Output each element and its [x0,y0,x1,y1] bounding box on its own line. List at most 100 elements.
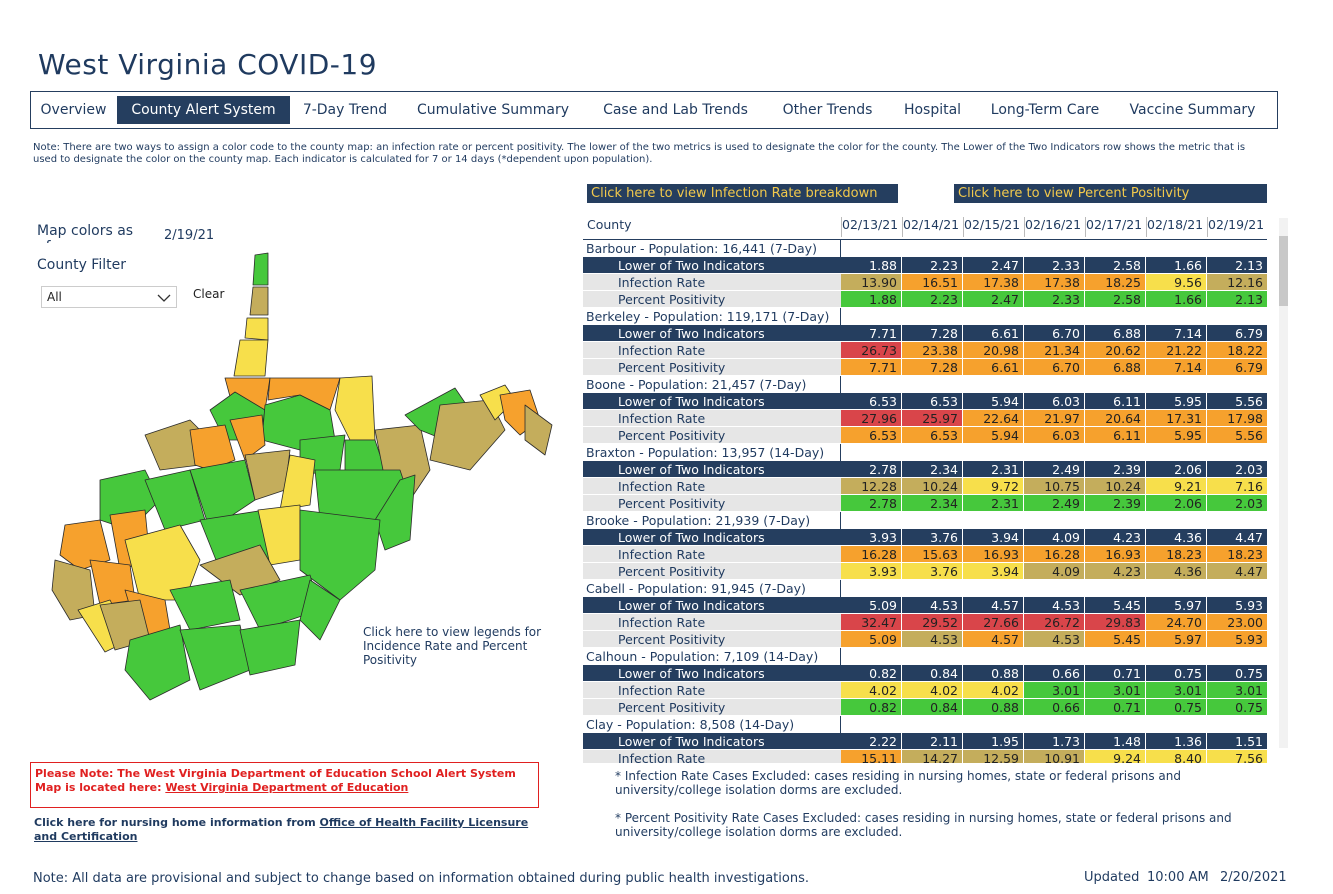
date-header: 02/13/21 [841,217,902,237]
value-cell: 0.84 [902,699,963,715]
value-cell: 15.63 [902,546,963,562]
indicator-row: Infection Rate 4.02 4.02 4.02 3.01 3.01 3.01 3.… [583,682,1267,699]
tab[interactable]: Other Trends [782,102,873,118]
value-cell: 27.96 [841,410,902,426]
value-cell: 1.51 [1207,733,1267,749]
positivity-button[interactable]: Click here to view Percent Positivity [954,184,1267,203]
indicator-row: Infection Rate 12.28 10.24 9.72 10.75 10.24 9.… [583,478,1267,495]
clear-button[interactable]: Clear [193,287,225,301]
tab[interactable]: County Alert System [117,96,290,124]
infection-button[interactable]: Click here to view Infection Rate breakd… [587,184,898,203]
value-cell: 29.52 [902,614,963,630]
group-row: Barbour - Population: 16,441 (7-Day) [583,240,1267,258]
value-cell: 2.33 [1024,257,1085,273]
value-cell: 18.23 [1207,546,1267,562]
education-link[interactable]: West Virginia Department of Education [165,781,409,794]
tab[interactable]: Long-Term Care [990,102,1100,118]
tab[interactable]: Hospital [903,102,962,118]
value-cell: 4.57 [963,597,1024,613]
value-cell: 20.64 [1085,410,1146,426]
tab[interactable]: 7-Day Trend [302,102,388,118]
indicator-label: Lower of Two Indicators [583,529,841,545]
scroll-thumb[interactable] [1279,236,1288,306]
scrollbar[interactable] [1279,218,1288,748]
indicator-row: Infection Rate 16.28 15.63 16.93 16.28 16.93 1… [583,546,1267,563]
value-cell: 2.31 [963,495,1024,511]
value-cell: 18.23 [1146,546,1207,562]
nursing-link[interactable]: Office of Health Facility Licensure and … [34,816,529,843]
value-cell: 32.47 [841,614,902,630]
indicator-label: Lower of Two Indicators [583,665,841,681]
indicator-row: Percent Positivity 0.82 0.84 0.88 0.66 0.71 0.… [583,699,1267,716]
value-cell: 5.56 [1207,393,1267,409]
indicator-label: Infection Rate [583,614,841,630]
value-cell: 0.75 [1146,699,1207,715]
value-cell: 4.47 [1207,563,1267,579]
value-cell: 6.79 [1207,359,1267,375]
value-cell: 16.51 [902,274,963,290]
value-cell: 16.28 [841,546,902,562]
indicator-label: Lower of Two Indicators [583,733,841,749]
value-cell: 5.93 [1207,597,1267,613]
value-cell: 9.72 [963,478,1024,494]
value-cell: 16.93 [963,546,1024,562]
value-cell: 7.28 [902,359,963,375]
value-cell: 7.56 [1207,750,1267,763]
value-cell: 4.02 [902,682,963,698]
value-cell: 5.93 [1207,631,1267,647]
value-cell: 26.72 [1024,614,1085,630]
value-cell: 2.58 [1085,291,1146,307]
indicator-row: Percent Positivity 2.78 2.34 2.31 2.49 2.39 2.… [583,495,1267,512]
value-cell: 6.11 [1085,427,1146,443]
value-cell: 5.09 [841,631,902,647]
value-cell: 0.82 [841,665,902,681]
value-cell: 6.61 [963,325,1024,341]
legend-link[interactable]: Click here to view legends for Incidence… [363,625,542,667]
value-cell: 5.95 [1146,393,1207,409]
tab[interactable]: Case and Lab Trends [603,102,748,118]
value-cell: 2.47 [963,291,1024,307]
value-cell: 2.78 [841,461,902,477]
value-cell: 4.09 [1024,529,1085,545]
tab[interactable]: Cumulative Summary [416,102,569,118]
date-header: 02/18/21 [1146,217,1207,237]
value-cell: 5.09 [841,597,902,613]
tab[interactable]: Vaccine Summary [1129,102,1256,118]
filter-dropdown[interactable]: All [41,286,177,308]
value-cell: 4.02 [841,682,902,698]
value-cell: 20.98 [963,342,1024,358]
date-header: 02/14/21 [902,217,963,237]
value-cell: 0.88 [963,699,1024,715]
value-cell: 1.36 [1146,733,1207,749]
value-cell: 3.76 [902,529,963,545]
value-cell: 0.75 [1146,665,1207,681]
value-cell: 3.94 [963,563,1024,579]
value-cell: 1.95 [963,733,1024,749]
value-cell: 0.66 [1024,699,1085,715]
value-cell: 2.06 [1146,495,1207,511]
value-cell: 3.94 [963,529,1024,545]
value-cell: 0.84 [902,665,963,681]
date-header: 02/15/21 [963,217,1024,237]
value-cell: 4.53 [902,631,963,647]
county-name: Braxton - Population: 13,957 (14-Day) [583,444,841,461]
value-cell: 12.16 [1207,274,1267,290]
tab[interactable]: Overview [40,102,107,118]
filter-label: County Filter [37,257,126,273]
value-cell: 2.34 [902,495,963,511]
value-cell: 5.97 [1146,597,1207,613]
value-cell: 5.94 [963,427,1024,443]
value-cell: 5.97 [1146,631,1207,647]
value-cell: 4.47 [1207,529,1267,545]
value-cell: 2.31 [963,461,1024,477]
value-cell: 4.53 [1024,597,1085,613]
value-cell: 17.38 [963,274,1024,290]
value-cell: 18.25 [1085,274,1146,290]
value-cell: 7.28 [902,325,963,341]
indicator-label: Percent Positivity [583,291,841,307]
value-cell: 9.56 [1146,274,1207,290]
value-cell: 2.11 [902,733,963,749]
value-cell: 9.24 [1085,750,1146,763]
value-cell: 9.21 [1146,478,1207,494]
